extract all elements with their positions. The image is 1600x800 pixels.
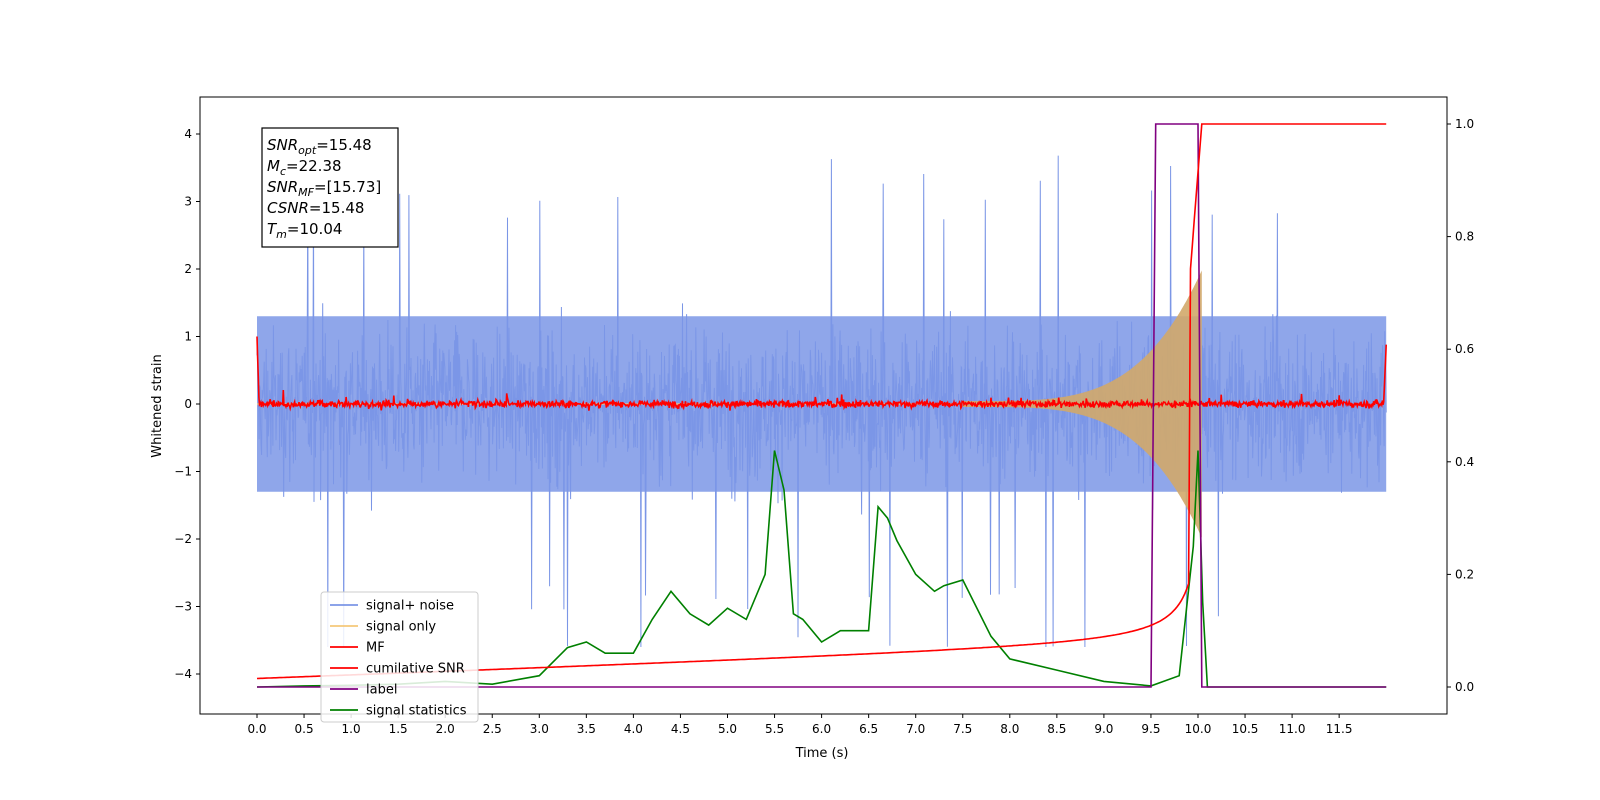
x-tick-label: 6.0 <box>812 722 831 736</box>
x-tick-label: 2.5 <box>483 722 502 736</box>
x-tick-label: 10.5 <box>1232 722 1259 736</box>
y-right-tick-label: 0.4 <box>1455 455 1474 469</box>
series-mf <box>256 336 1387 412</box>
x-tick-label: 9.0 <box>1094 722 1113 736</box>
y-tick-label: 4 <box>184 127 192 141</box>
legend-frame <box>320 591 479 723</box>
x-tick-label: 5.0 <box>718 722 737 736</box>
y-right-tick-label: 0.2 <box>1455 567 1474 581</box>
x-axis-label: Time (s) <box>795 746 849 761</box>
legend-label: signal statistics <box>366 704 467 719</box>
y-tick-label: 2 <box>184 262 192 276</box>
y-axis-label: Whitened strain <box>150 354 165 457</box>
x-tick-label: 10.0 <box>1185 722 1212 736</box>
x-tick-label: 9.5 <box>1141 722 1160 736</box>
info-box: SNRopt=15.48Mc=22.38SNRMF=[15.73]CSNR=15… <box>261 127 399 248</box>
y-right-tick-label: 0.8 <box>1455 230 1474 244</box>
legend-label: MF <box>366 641 385 656</box>
x-tick-label: 6.5 <box>859 722 878 736</box>
x-tick-label: 7.0 <box>906 722 925 736</box>
info-box-row: Tm=10.04 <box>267 220 342 241</box>
info-box-row: CSNR=15.48 <box>267 199 364 217</box>
info-box-row: SNRopt=15.48 <box>267 136 372 157</box>
y-right-tick-label: 0.0 <box>1455 680 1474 694</box>
x-tick-label: 3.5 <box>577 722 596 736</box>
y-tick-label: 1 <box>184 330 192 344</box>
x-tick-label: 2.0 <box>436 722 455 736</box>
series-signal-statistics <box>256 450 1387 688</box>
x-tick-label: 1.5 <box>389 722 408 736</box>
y-right-tick-label: 1.0 <box>1455 117 1474 131</box>
x-tick-label: 8.5 <box>1047 722 1066 736</box>
y-tick-label: 0 <box>184 397 192 411</box>
info-box-frame <box>261 127 399 248</box>
x-tick-label: 3.0 <box>530 722 549 736</box>
x-tick-label: 0.0 <box>247 722 266 736</box>
plot-area <box>256 123 1387 688</box>
x-tick-label: 11.5 <box>1326 722 1353 736</box>
x-tick-label: 0.5 <box>295 722 314 736</box>
y-tick-label: −2 <box>174 532 192 546</box>
x-tick-label: 5.5 <box>765 722 784 736</box>
y-axis-left: 4 3 2 1 0 −1 −2 −3 −4 <box>174 127 200 681</box>
info-box-row: SNRMF=[15.73] <box>267 178 381 199</box>
y-tick-label: −4 <box>174 667 192 681</box>
legend-label: signal only <box>366 620 436 635</box>
x-tick-label: 11.0 <box>1279 722 1306 736</box>
legend: signal+ noise signal only MF cumilative SNR… <box>320 591 479 723</box>
legend-label: cumilative SNR <box>366 662 465 677</box>
x-tick-label: 4.0 <box>624 722 643 736</box>
y-tick-label: −3 <box>174 600 192 614</box>
legend-label: label <box>366 683 397 698</box>
y-right-tick-label: 0.6 <box>1455 342 1474 356</box>
info-box-row: Mc=22.38 <box>267 157 342 178</box>
legend-label: signal+ noise <box>366 599 454 614</box>
axes-frame <box>199 96 1448 715</box>
x-tick-label: 7.5 <box>953 722 972 736</box>
y-tick-label: 3 <box>184 195 192 209</box>
x-tick-label: 8.0 <box>1000 722 1019 736</box>
series-label <box>257 123 1387 688</box>
y-axis-right: 1.0 0.8 0.6 0.4 0.2 0.0 <box>1447 117 1474 694</box>
x-tick-label: 4.5 <box>671 722 690 736</box>
x-axis: 0.0 0.5 1.0 1.5 2.0 2.5 3.0 3.5 4.0 4.5 5.0 5.5 6.0 6… <box>247 714 1353 736</box>
y-tick-label: −1 <box>174 465 192 479</box>
x-tick-label: 1.0 <box>342 722 361 736</box>
